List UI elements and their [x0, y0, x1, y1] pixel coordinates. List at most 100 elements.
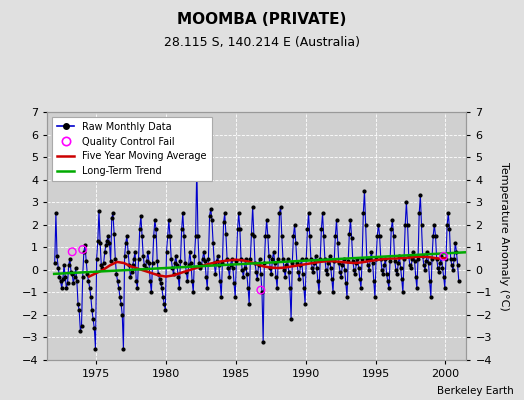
Point	[322, 267, 330, 273]
Point	[173, 262, 181, 268]
Point	[79, 246, 87, 253]
Y-axis label: Temperature Anomaly (°C): Temperature Anomaly (°C)	[498, 162, 509, 310]
Point	[312, 264, 321, 271]
Point	[272, 273, 280, 280]
Point	[73, 278, 81, 284]
Point	[112, 271, 121, 278]
Point	[166, 233, 174, 239]
Point	[435, 269, 443, 275]
Point	[181, 260, 189, 266]
Point	[328, 276, 336, 282]
Point	[200, 248, 208, 255]
Point	[91, 346, 100, 352]
Point	[259, 339, 267, 345]
Point	[267, 271, 276, 278]
Point	[421, 267, 429, 273]
Point	[145, 260, 153, 266]
Point	[330, 258, 339, 264]
Point	[95, 208, 103, 214]
Point	[221, 210, 229, 217]
Point	[64, 262, 73, 268]
Point	[385, 285, 393, 291]
Point	[175, 285, 183, 291]
Point	[331, 233, 340, 239]
Point	[363, 255, 371, 262]
Point	[304, 210, 313, 217]
Point	[295, 276, 303, 282]
Point	[235, 210, 243, 217]
Point	[170, 260, 179, 266]
Point	[424, 260, 433, 266]
Point	[294, 269, 302, 275]
Point	[195, 260, 203, 266]
Point	[309, 269, 318, 275]
Point	[224, 264, 233, 271]
Point	[300, 285, 308, 291]
Point	[343, 294, 351, 300]
Point	[222, 230, 230, 237]
Point	[106, 258, 115, 264]
Point	[249, 233, 258, 239]
Point	[449, 267, 457, 273]
Point	[381, 255, 390, 262]
Point	[100, 260, 108, 266]
Point	[74, 300, 82, 307]
Point	[148, 260, 157, 266]
Point	[305, 233, 314, 239]
Point	[283, 255, 292, 262]
Point	[226, 262, 235, 268]
Point	[290, 222, 299, 228]
Point	[180, 233, 188, 239]
Point	[158, 285, 166, 291]
Point	[256, 255, 264, 262]
Point	[402, 199, 411, 205]
Point	[152, 226, 160, 232]
Point	[70, 273, 79, 280]
Point	[310, 260, 319, 266]
Point	[432, 255, 441, 262]
Point	[183, 278, 192, 284]
Point	[211, 271, 220, 278]
Point	[274, 255, 282, 262]
Point	[105, 240, 114, 246]
Point	[139, 253, 147, 260]
Point	[205, 212, 214, 219]
Point	[199, 255, 207, 262]
Point	[94, 237, 102, 244]
Point	[444, 210, 453, 217]
Point	[280, 267, 288, 273]
Point	[380, 262, 388, 268]
Point	[225, 273, 234, 280]
Point	[455, 278, 463, 284]
Point	[413, 285, 421, 291]
Point	[155, 276, 163, 282]
Point	[231, 294, 239, 300]
Point	[218, 260, 226, 266]
Point	[53, 253, 61, 260]
Point	[133, 285, 141, 291]
Point	[289, 233, 298, 239]
Point	[237, 255, 245, 262]
Point	[298, 255, 306, 262]
Point	[71, 264, 80, 271]
Point	[232, 258, 241, 264]
Point	[134, 255, 143, 262]
Point	[317, 226, 325, 232]
Point	[368, 260, 377, 266]
Point	[315, 289, 323, 296]
Point	[159, 294, 167, 300]
Point	[111, 255, 119, 262]
Point	[86, 294, 95, 300]
Point	[287, 316, 296, 323]
Point	[154, 271, 162, 278]
Point	[236, 226, 244, 232]
Point	[286, 285, 294, 291]
Point	[260, 260, 268, 266]
Point	[377, 255, 385, 262]
Point	[374, 222, 383, 228]
Point	[143, 258, 151, 264]
Point	[122, 240, 130, 246]
Point	[408, 255, 417, 262]
Point	[396, 264, 405, 271]
Text: 28.115 S, 140.214 E (Australia): 28.115 S, 140.214 E (Australia)	[164, 36, 360, 49]
